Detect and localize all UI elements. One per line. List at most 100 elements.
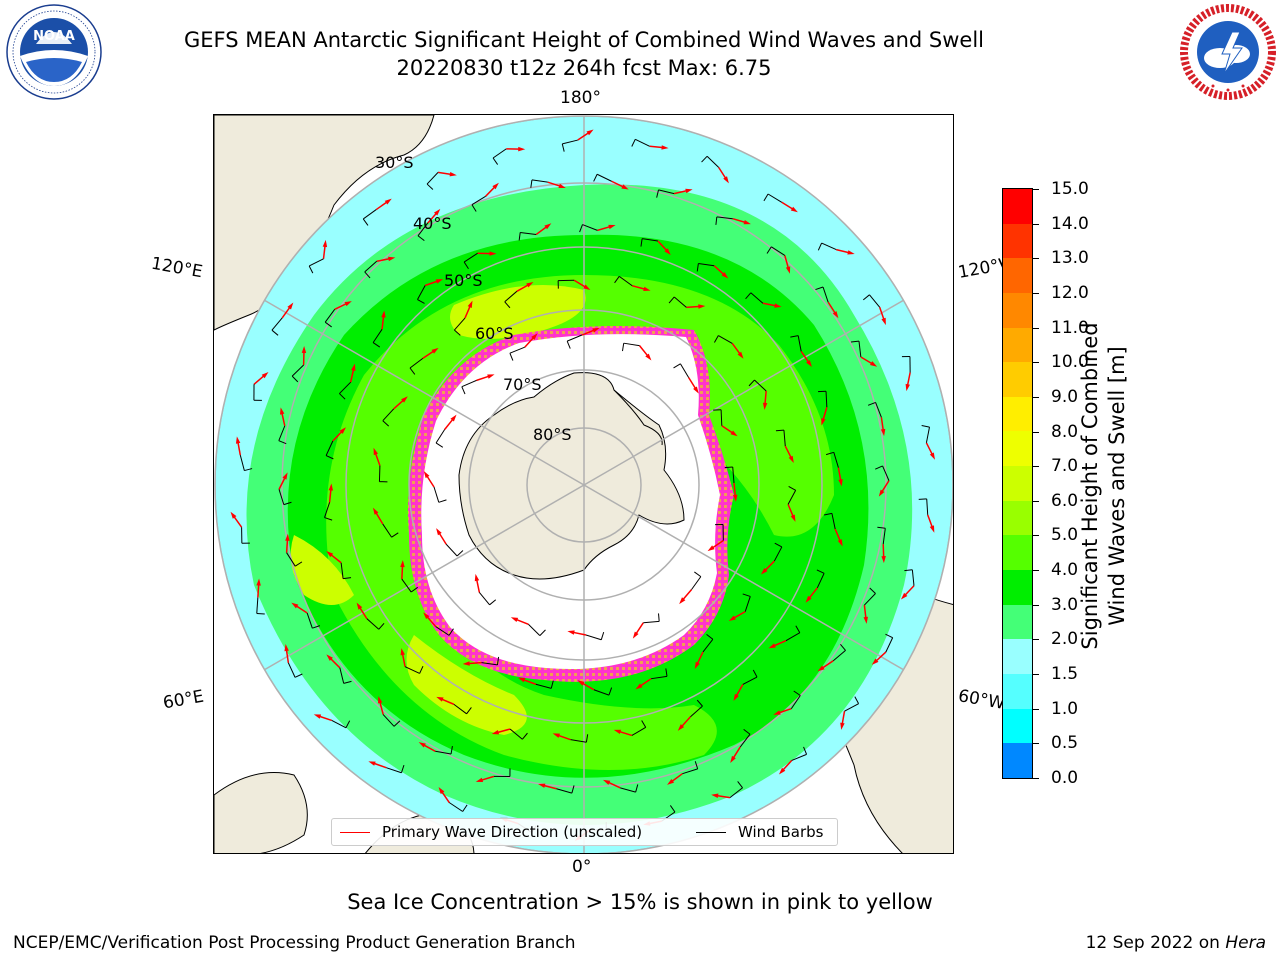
wind-barb-staff [858,341,862,358]
colorbar-segment [1003,466,1032,501]
wind-barb-flag [815,286,824,291]
wind-barb-flag [454,329,461,336]
colorbar-tick-mark [1033,535,1039,537]
wind-barb-staff [875,402,882,418]
wind-barb-flag [448,628,454,636]
wind-barb-staff [787,490,797,505]
wind-barb-flag [850,340,860,343]
wave-arrow-shaft [374,452,381,466]
wave-arrow-head [526,282,534,288]
wave-arrow-head [339,427,346,434]
wave-arrow-head [400,648,405,656]
wind-barb-flag [489,599,497,606]
wave-arrow-shaft [281,412,286,427]
wind-barb-flag [585,734,589,743]
wave-arrow-head [531,333,538,340]
wave-arrow-shaft [649,145,664,149]
wave-arrow-head [621,184,629,190]
wave-arrow-head [880,428,886,437]
wave-arrow-head [372,507,379,515]
wave-arrow-head [847,250,855,255]
wave-arrow-head [840,722,845,730]
wind-barb-staff [433,486,440,503]
colorbar-tick-mark [1033,466,1039,468]
wave-arrow-shaft [731,343,742,356]
wave-arrow-shaft [232,515,243,528]
wind-barb-staff [833,452,839,468]
wind-barb-staff [739,733,751,748]
wave-arrow-shaft [424,280,439,287]
wind-barb-staff [324,308,336,323]
wind-barb-staff [287,662,296,678]
map-legend: Primary Wave Direction (unscaled) Wind B… [331,818,838,846]
wind-barb-staff [453,703,467,715]
wave-arrow-shaft [577,131,590,141]
wave-arrow-shaft [334,302,348,310]
wave-arrow-head [450,414,457,422]
wave-arrow-head [632,631,639,639]
wind-barb-staff [635,138,650,147]
wind-barb-flag [795,625,801,633]
wind-barb-flag [869,587,876,594]
wave-arrow-shaft [557,734,571,741]
colorbar-tick-mark [1033,604,1039,606]
wave-arrow-head [423,612,430,620]
wind-barb-flag [593,174,598,182]
wave-arrow-head [438,786,445,795]
wave-arrow-head [261,371,269,379]
wave-arrow-head [790,206,798,213]
wave-arrow-shaft [696,651,704,665]
wind-barb-flag [641,720,647,728]
wind-barb-staff [449,802,463,812]
wave-arrow-head [737,351,744,359]
wave-field-6m-a [450,285,586,339]
colorbar-segment [1003,570,1032,605]
wave-arrow-head [586,129,594,136]
wind-barb-flag [696,699,703,707]
wind-barb-staff [816,573,825,589]
wind-barb-flag [752,669,758,678]
colorbar-segment [1003,708,1032,744]
wave-arrow-head [462,661,470,666]
wave-arrow-shaft [732,746,741,760]
wave-arrow-shaft [581,682,595,691]
wave-arrow-shaft [437,171,452,176]
footer-host: Hera [1225,933,1266,953]
wave-arrow-head [322,239,328,248]
wind-barb-staff [286,552,296,567]
wave-arrow-head [805,595,812,603]
wave-arrow-shaft [372,762,387,769]
wave-arrow-shaft [597,225,612,232]
wind-barb-staff [844,703,859,712]
wind-barb-flag [658,613,660,622]
wind-barb-staff [504,290,518,303]
wave-arrow-shaft [673,189,688,195]
wave-arrow-head [905,383,910,392]
colorbar-segment [1003,535,1032,571]
wind-barb-flag [669,805,676,813]
wave-field-6m-c [290,535,354,605]
wind-barb-staff [509,346,525,354]
wave-arrow-head [667,778,675,785]
antarctica [458,372,685,580]
lat-label-70s: 70°S [503,375,542,394]
wave-arrow-head [377,696,383,704]
wind-barb-staff [528,623,541,636]
wind-barb-staff [791,753,807,761]
nws-logo [1180,4,1276,100]
wind-barb-staff [364,260,378,273]
wind-barb-staff [417,222,429,237]
wave-arrow-head [401,396,408,403]
lat-label-40s: 40°S [413,214,452,233]
wave-arrow-head [328,483,334,491]
wind-barb-flag [393,720,401,727]
wave-arrow-head [768,643,776,649]
wave-arrow-shaft [496,728,511,734]
wave-arrow-shaft [485,185,496,197]
wind-barb-staff [556,788,573,794]
wave-arrow-shaft [285,648,290,663]
wind-barb-flag [504,301,511,309]
wave-arrow-head [643,286,651,292]
wind-barb-flag [400,764,405,773]
wave-arrow-head [436,696,444,702]
